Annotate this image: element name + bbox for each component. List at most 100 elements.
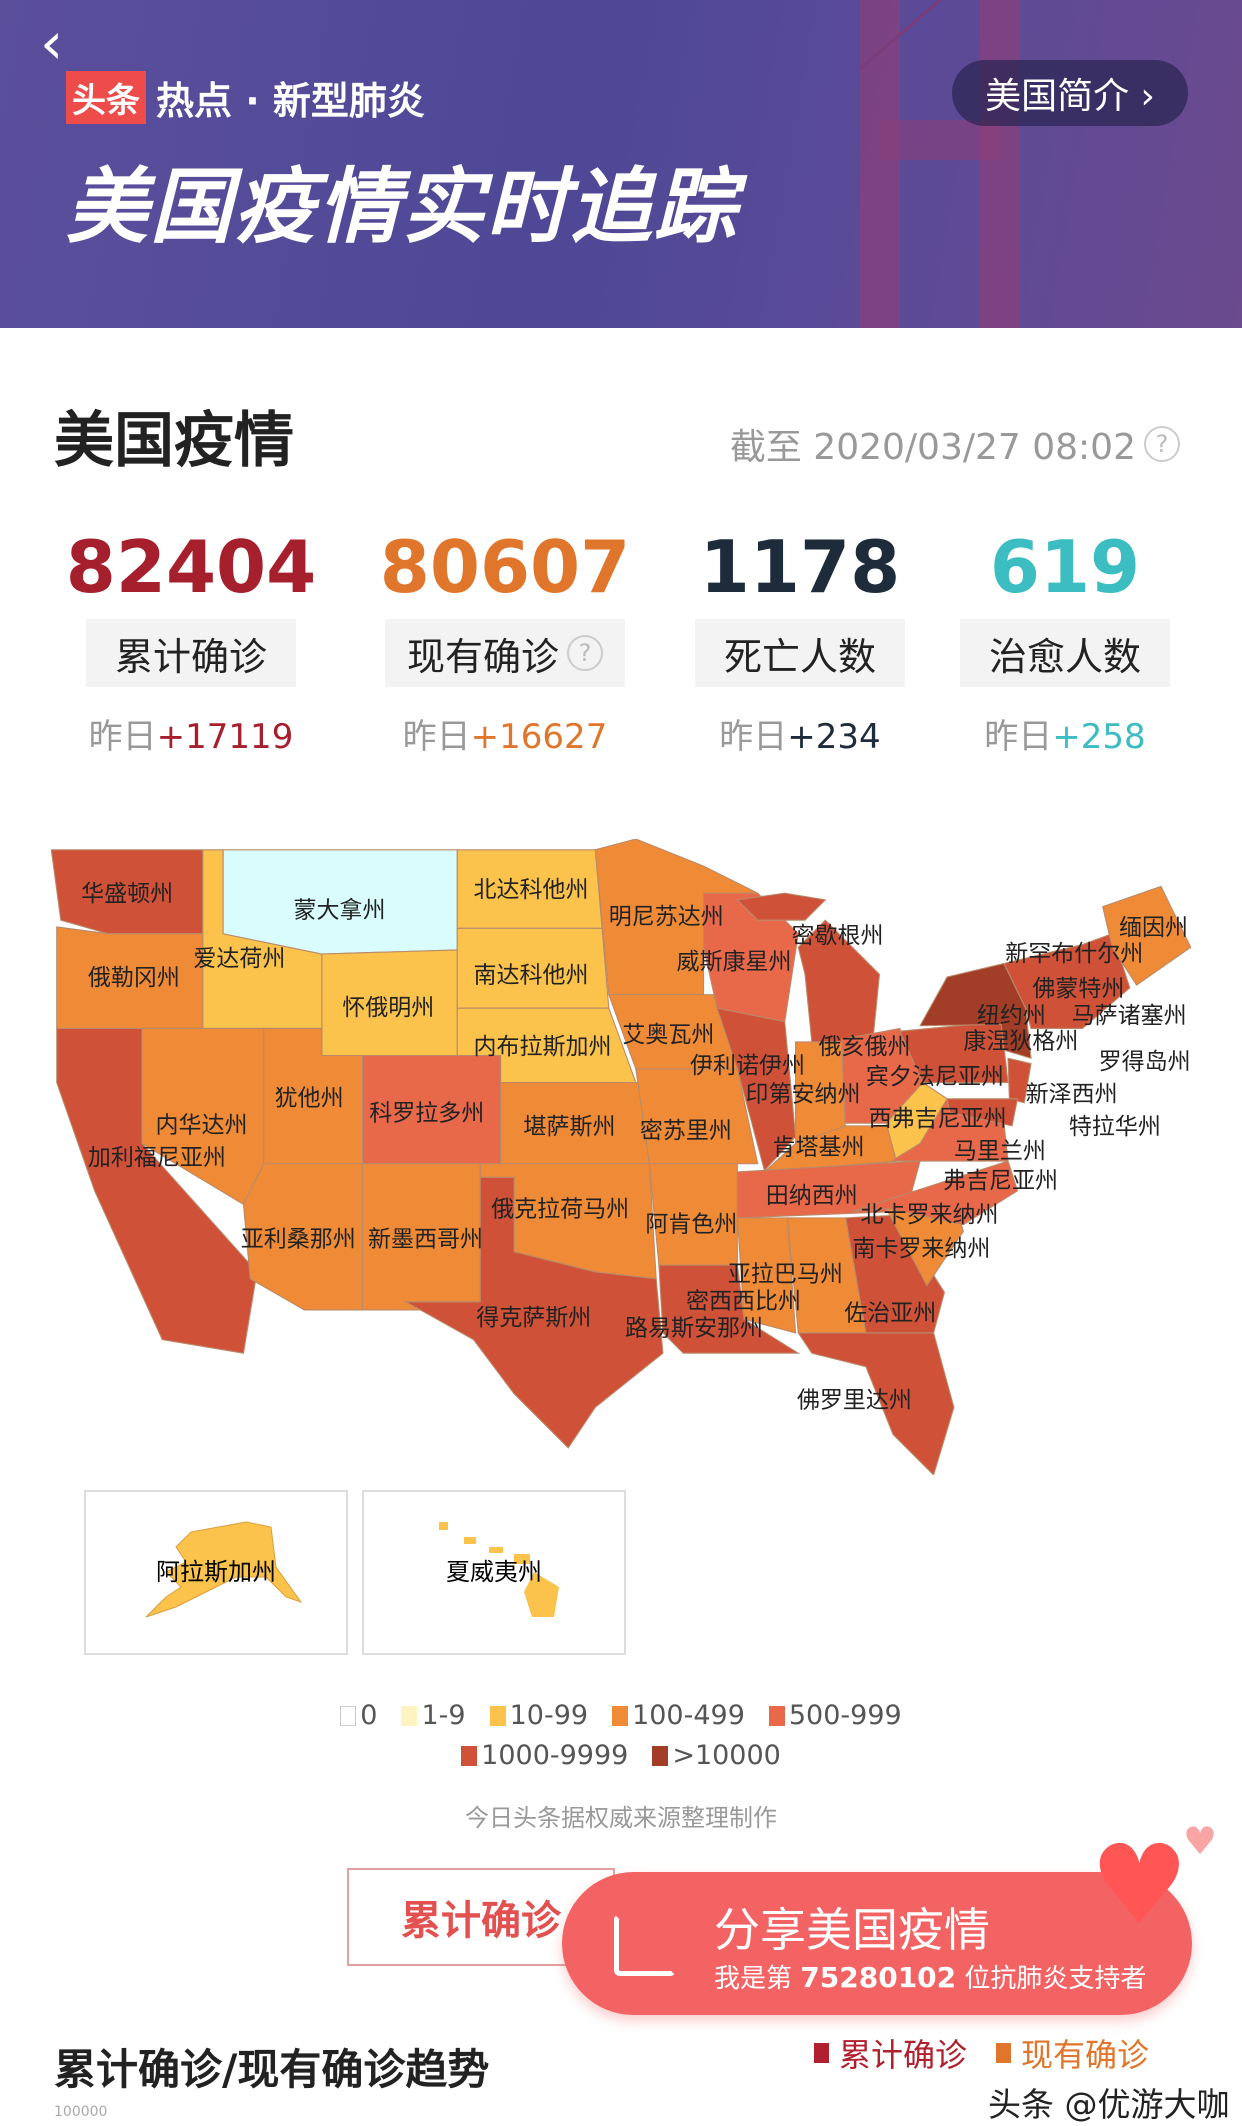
legend-item[interactable]: >10000 [652,1740,781,1771]
state-louisiana[interactable] [658,1264,801,1354]
stat-yesterday: 昨日+258 [984,717,1146,757]
state-label: 印第安纳州 [745,1082,860,1108]
state-label: 佛蒙特州 [1032,976,1124,1002]
share-subtitle: 我是第 75280102 位抗肺炎支持者 [714,1961,1147,1994]
state-label: 亚利桑那州 [241,1226,356,1252]
state-label: 南达科他州 [474,962,589,988]
supporter-count: 75280102 [800,1961,957,1994]
state-label: 肯塔基州 [773,1134,865,1160]
state-new-jersey[interactable] [1007,1057,1032,1104]
state-label: 罗得岛州 [1099,1049,1191,1075]
state-label: 内华达州 [156,1113,248,1139]
hawaii-inset[interactable]: 夏威夷州 [362,1490,626,1655]
state-illinois[interactable] [716,1007,797,1172]
state-west-virginia[interactable] [885,1081,948,1160]
state-label: 蒙大拿州 [294,896,386,923]
stat-delta: +258 [1052,717,1146,757]
label-hawaii: 夏威夷州 [446,1558,542,1586]
state-new-york[interactable] [919,962,1032,1059]
state-label: 得克萨斯州 [476,1305,591,1331]
state-label: 爱达荷州 [193,946,285,972]
state-label: 伊利诺伊州 [690,1053,805,1079]
state-label: 亚拉巴马州 [728,1261,843,1287]
state-maryland[interactable] [946,1098,1019,1127]
state-missouri[interactable] [635,1068,759,1165]
legend-swatch [814,2043,829,2063]
state-label: 内布拉斯加州 [474,1034,612,1060]
stat-label[interactable]: 累计确诊 [86,619,296,687]
state-label: 密歇根州 [792,923,884,949]
small-heart-icon: ♥ [1183,1819,1218,1863]
state-florida[interactable] [797,1332,955,1475]
state-label: 科罗拉多州 [369,1100,484,1126]
legend-item[interactable]: 1-9 [401,1700,466,1731]
legend-item[interactable]: 0 [340,1700,377,1731]
state-michigan-up[interactable] [736,892,827,921]
legend-swatch [461,1745,478,1766]
help-icon[interactable]: ? [1144,426,1180,462]
help-icon[interactable]: ? [567,635,603,671]
stat-delta: +16627 [470,717,608,757]
page-title: 美国疫情 [54,406,294,476]
back-chevron-icon[interactable]: ‹ [40,9,64,77]
map-legend-row2: 1000-9999 >10000 [0,1740,1242,1773]
state-label: 加利福尼亚州 [88,1145,226,1171]
y-axis-top-label: 100000 [54,2104,108,2120]
state-label: 俄克拉荷马州 [491,1197,629,1223]
stat-delta: +234 [787,717,881,757]
timestamp-text: 截至 2020/03/27 08:02 [729,427,1136,468]
stat-value: 1178 [699,525,901,609]
state-maine[interactable] [1102,885,1191,986]
us-intro-button[interactable]: 美国简介 › [952,60,1188,126]
state-label: 马萨诸塞州 [1072,1003,1187,1029]
state-label: 密西西比州 [686,1289,801,1315]
state-label: 怀俄明州 [342,995,434,1021]
state-label: 马里兰州 [954,1138,1046,1164]
stat-label[interactable]: 治愈人数 [960,619,1170,687]
legend-item[interactable]: 100-499 [612,1700,745,1731]
stat-value: 619 [989,525,1141,609]
state-alaska [145,1521,303,1618]
trend-title: 累计确诊/现有确诊趋势 [54,2045,490,2094]
state-label: 新泽西州 [1026,1082,1118,1108]
update-timestamp: 截至 2020/03/27 08:02 ? [730,418,1180,470]
share-button[interactable]: 分享美国疫情 我是第 75280102 位抗肺炎支持者 [562,1872,1192,2015]
stat-1: 80607 现有确诊? 昨日+16627 [375,525,635,758]
state-label: 弗吉尼亚州 [943,1168,1058,1194]
trend-legend-cumulative[interactable]: 累计确诊 [814,2030,967,2076]
alaska-inset[interactable]: 阿拉斯加州 [84,1490,348,1655]
legend-swatch [489,1705,506,1726]
stat-0: 82404 累计确诊 昨日+17119 [61,525,321,758]
legend-swatch [612,1705,629,1726]
label-alaska: 阿拉斯加州 [156,1558,276,1586]
legend-swatch [996,2043,1011,2063]
section-label: 热点 · 新型肺炎 [156,79,425,123]
stat-label[interactable]: 死亡人数 [695,619,905,687]
state-north-carolina[interactable] [852,1160,1019,1226]
stat-yesterday: 昨日+17119 [88,717,294,757]
watermark: 头条 @优游大咖 [988,2085,1230,2124]
state-label: 华盛顿州 [81,881,173,907]
legend-swatch [768,1705,785,1726]
state-label: 俄勒冈州 [88,965,180,991]
stat-yesterday: 昨日+234 [719,717,881,757]
state-label: 佛罗里达州 [797,1387,912,1413]
state-label: 纽约州 [977,1003,1046,1029]
state-label: 宾夕法尼亚州 [866,1064,1004,1090]
legend-item[interactable]: 1000-9999 [461,1740,628,1771]
state-new-england[interactable] [1003,933,1131,1029]
legend-swatch [652,1745,669,1766]
state-label: 康涅狄格州 [963,1029,1078,1055]
trend-legend-current[interactable]: 现有确诊 [996,2030,1149,2076]
state-mississippi[interactable] [736,1217,797,1334]
stat-2: 1178 死亡人数 昨日+234 [670,525,930,758]
legend-swatch [401,1705,418,1726]
legend-item[interactable]: 500-999 [768,1700,902,1731]
legend-item[interactable]: 10-99 [489,1700,588,1731]
state-georgia[interactable] [844,1214,945,1334]
state-texas[interactable] [403,1176,664,1449]
cumulative-confirmed-tab[interactable]: 累计确诊 [347,1868,615,1966]
stat-label[interactable]: 现有确诊? [385,619,625,687]
state-label: 缅因州 [1119,915,1188,941]
